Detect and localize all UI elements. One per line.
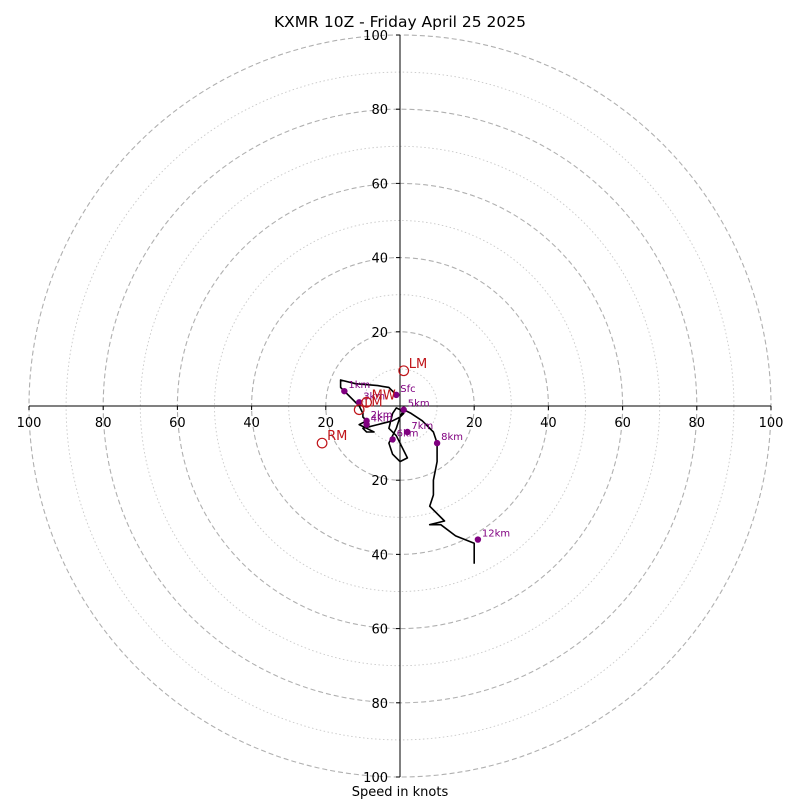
height-marker-label: 12km xyxy=(482,529,510,540)
height-marker-label: 2km xyxy=(371,410,393,421)
height-marker-dot xyxy=(341,387,348,395)
storm-motion-circle xyxy=(353,404,365,416)
x-tick-label: 60 xyxy=(169,416,186,431)
height-markers: Sfc1km2km3km4km5km6km7km8km12km xyxy=(341,380,510,543)
storm-motion-label: LM xyxy=(364,396,382,411)
x-tick-label: 40 xyxy=(243,416,260,431)
y-tick-label: 80 xyxy=(371,697,388,712)
height-marker-label: 4km xyxy=(371,414,393,425)
storm-motion-circle xyxy=(361,396,373,408)
height-marker-dot xyxy=(393,391,400,399)
height-marker-label: Sfc xyxy=(400,384,415,395)
height-marker-dot xyxy=(433,439,441,447)
x-axis-label: Speed in knots xyxy=(352,785,449,800)
y-tick-labels: 100 80 60 40 20 20 40 60 80 100 xyxy=(363,29,400,786)
x-tick-label: 60 xyxy=(614,416,631,431)
x-tick-label: 40 xyxy=(540,416,557,431)
x-tick-labels: 100 80 60 40 20 20 40 60 80 100 xyxy=(17,406,784,431)
y-tick-label: 60 xyxy=(371,623,388,638)
storm-motion-label: RM xyxy=(327,429,347,444)
chart-title: KXMR 10Z - Friday April 25 2025 xyxy=(274,13,526,31)
height-marker-dot xyxy=(400,406,407,413)
x-tick-label: 20 xyxy=(318,416,335,431)
axes xyxy=(29,35,771,777)
x-tick-label: 80 xyxy=(689,416,706,431)
storm-motion-label: MW xyxy=(372,388,396,403)
y-tick-label: 40 xyxy=(371,252,388,267)
x-tick-label: 100 xyxy=(759,416,784,431)
y-tick-label: 80 xyxy=(371,103,388,118)
height-marker-label: 3km xyxy=(363,391,385,402)
storm-motion-label: LM xyxy=(409,357,427,372)
y-tick-label: 20 xyxy=(371,326,388,341)
x-tick-label: 80 xyxy=(95,416,112,431)
height-marker-label: 5km xyxy=(408,399,430,410)
height-marker-dot xyxy=(355,399,363,406)
height-marker-dot xyxy=(363,421,370,428)
y-tick-label: 20 xyxy=(371,474,388,489)
y-tick-label: 40 xyxy=(371,548,388,563)
storm-motion-circle xyxy=(398,365,410,377)
height-marker-label: 8km xyxy=(441,432,463,443)
storm-motion-circle xyxy=(316,437,328,449)
height-marker-label: 7km xyxy=(411,421,433,432)
x-tick-label: 20 xyxy=(466,416,483,431)
height-marker-dot xyxy=(404,428,411,436)
height-marker-dot xyxy=(474,536,482,543)
y-tick-label: 60 xyxy=(371,177,388,192)
y-tick-label: 100 xyxy=(363,29,388,44)
height-marker-dot xyxy=(389,436,396,443)
y-tick-label: 100 xyxy=(363,771,388,786)
x-tick-label: 100 xyxy=(17,416,42,431)
height-marker-label: 1km xyxy=(348,380,370,391)
